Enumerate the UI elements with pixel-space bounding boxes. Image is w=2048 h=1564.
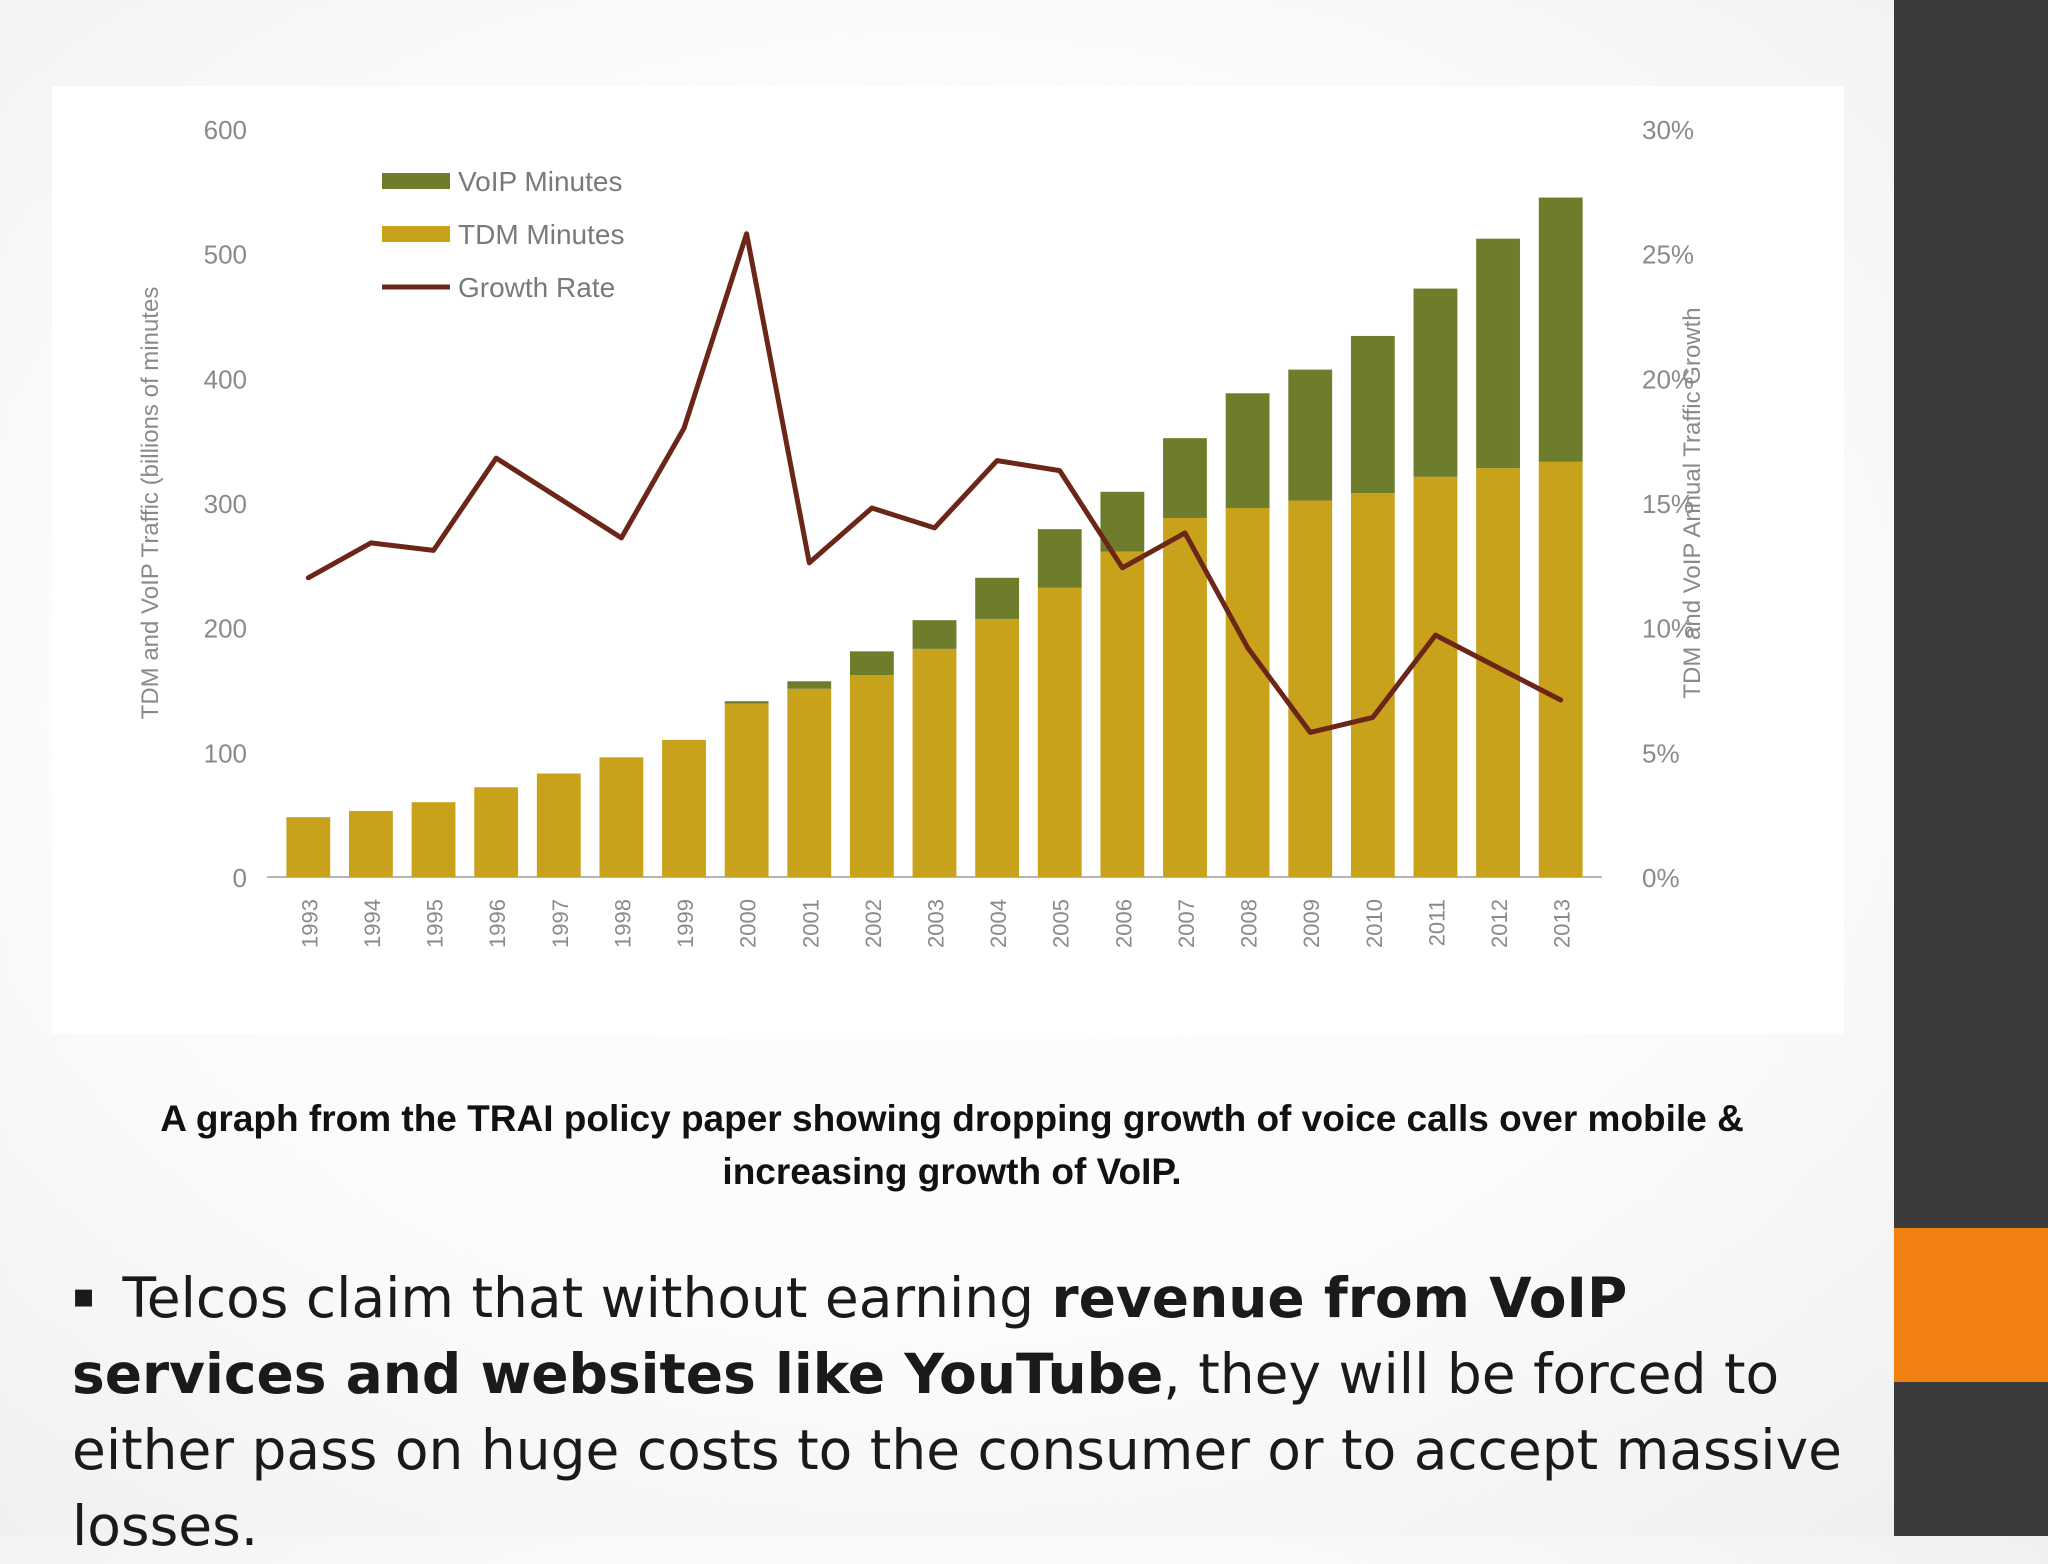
bar-tdm-1998 bbox=[599, 757, 644, 877]
y-axis-label: TDM and VoIP Traffic (billions of minute… bbox=[137, 287, 164, 720]
bar-tdm-2007 bbox=[1163, 517, 1207, 877]
bar-voip-2011 bbox=[1413, 288, 1458, 477]
bar-tdm-2010 bbox=[1350, 493, 1395, 877]
x-tick-label: 1996 bbox=[485, 899, 510, 948]
x-tick-label: 2006 bbox=[1111, 899, 1136, 948]
y-tick-label: 600 bbox=[204, 115, 247, 145]
x-tick-label: 2009 bbox=[1299, 899, 1324, 948]
bar-tdm-2004 bbox=[975, 618, 1020, 877]
y2-tick-label: 30% bbox=[1642, 115, 1694, 145]
bar-tdm-1997 bbox=[536, 773, 581, 877]
legend-label: TDM Minutes bbox=[458, 219, 624, 250]
legend-label: VoIP Minutes bbox=[458, 166, 622, 197]
y2-tick-label: 20% bbox=[1642, 364, 1694, 394]
x-tick-label: 1999 bbox=[673, 899, 698, 948]
bar-voip-2004 bbox=[975, 577, 1020, 619]
x-tick-label: 2001 bbox=[798, 899, 823, 948]
x-tick-label: 1994 bbox=[360, 899, 385, 948]
bar-voip-2003 bbox=[912, 620, 957, 649]
x-tick-label: 2008 bbox=[1237, 899, 1262, 948]
bar-voip-2005 bbox=[1037, 529, 1082, 588]
bar-voip-2010 bbox=[1350, 335, 1395, 494]
legend-swatch-voip bbox=[382, 173, 450, 189]
traffic-chart: 0 100 200 300 400 500 600 0% 5% 10% 15% 20% 25% 30% TD… bbox=[137, 115, 1706, 948]
x-tick-label: 1998 bbox=[610, 899, 635, 948]
bullet-icon: ▪ bbox=[72, 1276, 96, 1316]
x-tick-label: 2010 bbox=[1362, 899, 1387, 948]
bar-voip-2012 bbox=[1476, 238, 1520, 469]
y-tick-label: 200 bbox=[204, 614, 247, 644]
y2-tick-label: 10% bbox=[1642, 614, 1694, 644]
y-tick-label: 500 bbox=[204, 240, 247, 270]
growth-rate-line bbox=[305, 231, 1564, 735]
body-text-part-1: Telcos claim that without earning bbox=[105, 1266, 1052, 1330]
x-tick-label: 2003 bbox=[924, 899, 949, 948]
legend-swatch-tdm bbox=[382, 226, 450, 242]
bar-voip-2000 bbox=[724, 701, 769, 704]
bar-tdm-2002 bbox=[849, 675, 894, 877]
x-tick-label: 2005 bbox=[1049, 899, 1074, 948]
bar-tdm-2000 bbox=[724, 703, 769, 877]
bar-tdm-2012 bbox=[1476, 468, 1520, 877]
x-tick-label: 2002 bbox=[861, 899, 886, 948]
bar-voip-2008 bbox=[1225, 393, 1270, 508]
x-tick-label: 1997 bbox=[548, 899, 573, 948]
y-tick-label: 300 bbox=[204, 489, 247, 519]
bar-tdm-2003 bbox=[912, 648, 957, 877]
bar-tdm-1994 bbox=[349, 810, 393, 877]
y2-tick-label: 0% bbox=[1642, 863, 1680, 893]
y2-axis-label: TDM and VoIP Annual Traffic Growth bbox=[1679, 307, 1706, 698]
bar-tdm-2005 bbox=[1037, 587, 1082, 877]
y2-tick-label: 25% bbox=[1642, 240, 1694, 270]
body-text-bold: revenue from VoIP services and websites … bbox=[72, 1266, 1628, 1406]
bar-voip-2013 bbox=[1538, 197, 1583, 462]
x-tick-label: 2012 bbox=[1487, 899, 1512, 948]
y-tick-label: 400 bbox=[204, 364, 247, 394]
bar-tdm-2006 bbox=[1100, 551, 1145, 877]
bar-voip-2001 bbox=[787, 681, 832, 689]
bar-voip-2007 bbox=[1163, 438, 1207, 518]
bar-tdm-2011 bbox=[1413, 476, 1458, 877]
bar-tdm-1996 bbox=[474, 787, 519, 877]
x-tick-label: 2011 bbox=[1424, 899, 1449, 946]
chart-panel: 0 100 200 300 400 500 600 0% 5% 10% 15% 20% 25% 30% TD… bbox=[52, 86, 1844, 1034]
bar-tdm-2001 bbox=[787, 688, 832, 877]
body-text-part-2: , they will be forced to either pass on … bbox=[72, 1342, 1842, 1558]
bullet-paragraph: ▪ Telcos claim that without earning reve… bbox=[72, 1258, 1882, 1564]
chart-caption: A graph from the TRAI policy paper showi… bbox=[160, 1098, 1744, 1192]
bar-tdm-2009 bbox=[1288, 500, 1333, 877]
bar-voip-2002 bbox=[849, 651, 894, 676]
y2-tick-label: 5% bbox=[1642, 738, 1680, 768]
x-tick-label: 1993 bbox=[297, 899, 322, 948]
x-tick-label: 2007 bbox=[1174, 899, 1199, 948]
bar-voip-2009 bbox=[1288, 369, 1333, 501]
x-tick-label: 2000 bbox=[736, 899, 761, 948]
x-tick-label: 2013 bbox=[1550, 899, 1575, 948]
sidebar-orange-accent bbox=[1894, 1228, 2048, 1382]
bar-tdm-1999 bbox=[662, 739, 706, 877]
legend-label: Growth Rate bbox=[458, 272, 615, 303]
bar-tdm-1995 bbox=[411, 802, 456, 877]
bar-tdm-2013 bbox=[1538, 461, 1583, 877]
bar-tdm-1993 bbox=[286, 817, 331, 877]
bar-tdm-2008 bbox=[1225, 507, 1270, 877]
y2-tick-label: 15% bbox=[1642, 489, 1694, 519]
y-tick-label: 0 bbox=[233, 863, 247, 893]
x-tick-label: 2004 bbox=[986, 899, 1011, 948]
x-tick-label: 1995 bbox=[423, 899, 448, 948]
y-tick-label: 100 bbox=[204, 738, 247, 768]
